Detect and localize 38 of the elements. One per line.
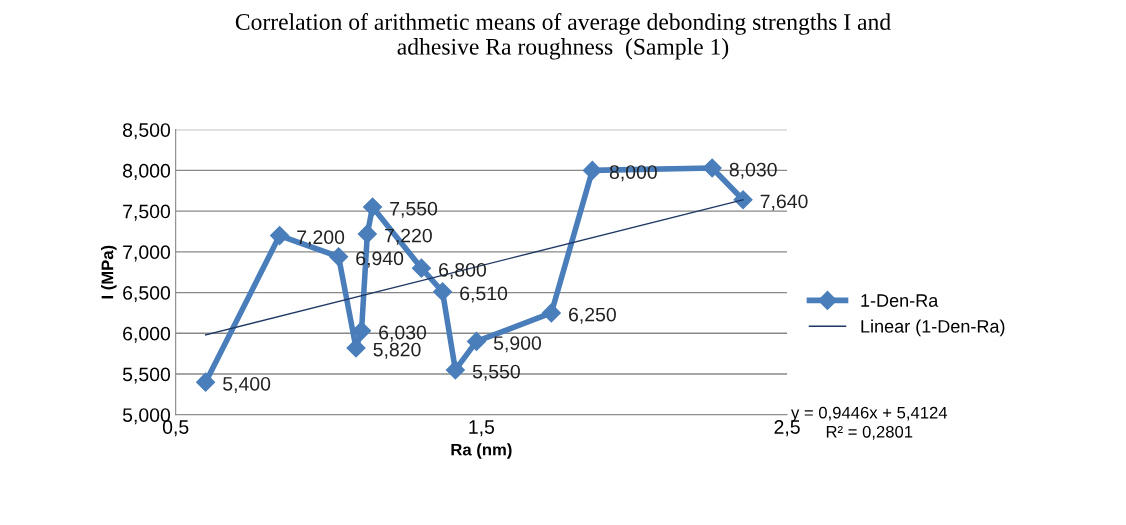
- point: [582, 160, 602, 180]
- x-tick-label: 1,5: [469, 420, 495, 437]
- point: [362, 197, 383, 217]
- point: [270, 226, 290, 246]
- data-label: 5,550: [472, 364, 520, 381]
- point: [357, 224, 377, 244]
- data-label: 5,900: [493, 336, 542, 353]
- point: [466, 331, 487, 351]
- data-label: 7,200: [297, 230, 345, 247]
- x-axis-title: Ra (nm): [451, 443, 512, 459]
- data-label: 6,250: [569, 307, 616, 324]
- point: [702, 158, 722, 178]
- data-label: 6,510: [460, 286, 508, 303]
- data-label: 8,030: [729, 162, 777, 179]
- point: [433, 282, 453, 302]
- point: [445, 360, 465, 380]
- chart-title: Correlation of arithmetic means of average debonding strengths I and adhesive Ra roughness (Sample 1): [235, 13, 891, 60]
- point: [329, 247, 349, 267]
- y-tick-label: 7,000: [123, 245, 171, 262]
- y-tick-label: 6,500: [123, 286, 171, 303]
- data-label: 7,550: [390, 201, 438, 218]
- data-label: 5,400: [223, 376, 271, 393]
- y-tick-label: 5,500: [122, 367, 171, 384]
- y-tick-label: 8,500: [122, 123, 171, 140]
- x-tick-label: 2,5: [774, 420, 800, 437]
- y-tick-label: 8,000: [122, 163, 171, 180]
- point: [541, 303, 561, 323]
- y-tick-label: 7,500: [123, 204, 171, 221]
- data-label: 6,030: [379, 325, 427, 342]
- y-tick-label: 6,000: [123, 326, 171, 343]
- legend-label: Linear (1-Den-Ra): [861, 319, 1005, 337]
- data-label: 5,820: [373, 342, 421, 359]
- y-axis-title: I (MPa): [101, 245, 117, 299]
- data-label: 7,640: [760, 194, 808, 211]
- point: [733, 190, 753, 210]
- point: [411, 258, 431, 278]
- legend-label: 1-Den-Ra: [861, 294, 939, 307]
- point: [196, 372, 216, 392]
